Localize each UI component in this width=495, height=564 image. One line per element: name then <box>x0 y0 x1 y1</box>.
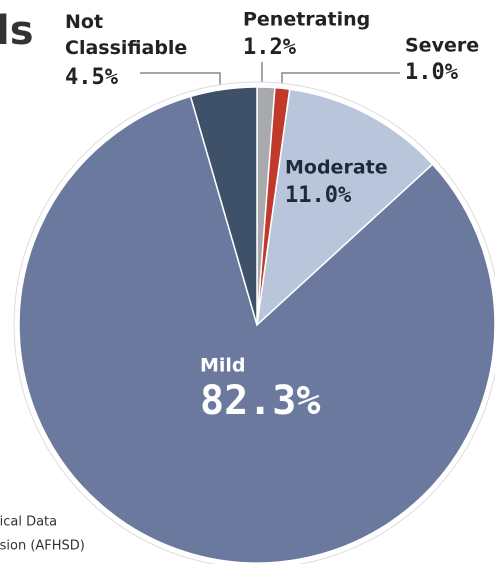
chart-title: ls <box>0 8 34 54</box>
slice-name: Not Classifiable <box>65 11 187 59</box>
slice-name: Mild <box>200 355 246 377</box>
slice-name: Moderate <box>285 157 388 179</box>
slice-value-label: 1.2% <box>243 35 297 60</box>
pie-slice <box>255 88 434 327</box>
source: lical Data <box>0 515 57 530</box>
slice-value-label: 4.5% <box>65 65 119 90</box>
source: ision (AFHSD) <box>0 539 85 554</box>
slice-value-label: 1.0% <box>405 60 459 85</box>
slice-value-label: 11.0% <box>285 183 352 208</box>
slice-value-label: 82.3% <box>200 378 320 424</box>
pie-slice <box>189 86 258 326</box>
slice-name: Severe <box>405 35 479 57</box>
slice-name: Penetrating <box>243 9 370 31</box>
